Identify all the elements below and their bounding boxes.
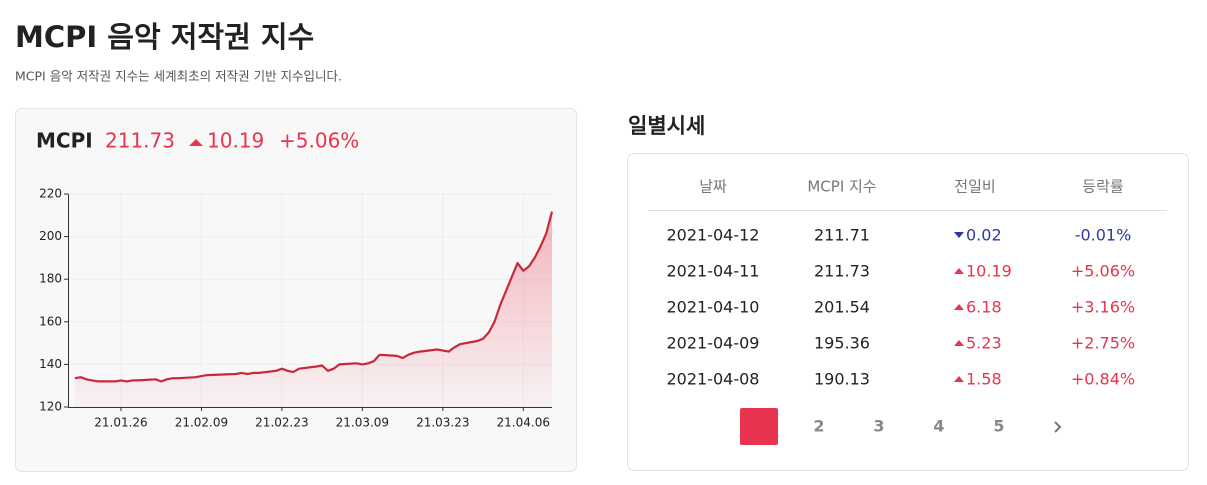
daily-table: 날짜 MCPI 지수 전일비 등락률 2021-04-12 211.71 0.02 -0.01… xyxy=(667,178,1136,436)
column-header: MCPI 지수 xyxy=(807,178,876,196)
down-arrow xyxy=(954,232,964,238)
table-cell: 2021-04-12 xyxy=(667,226,760,245)
line-area xyxy=(75,211,552,407)
table-cell: 211.71 xyxy=(814,226,870,245)
x-tick-label: 21.02.09 xyxy=(175,416,228,430)
y-tick-label: 120 xyxy=(39,400,62,414)
table-cell: 2021-04-08 xyxy=(667,370,760,389)
table-cell: 1.58 xyxy=(966,370,1002,389)
up-arrow xyxy=(954,268,964,274)
table-cell: 211.73 xyxy=(814,262,870,281)
table-cell: +0.84% xyxy=(1071,370,1135,389)
active-page-box xyxy=(740,408,778,445)
table-cell: 10.19 xyxy=(966,262,1012,281)
y-tick-label: 180 xyxy=(39,272,62,286)
index-value: 211.73 xyxy=(105,129,175,153)
table-cell: 5.23 xyxy=(966,334,1002,353)
up-arrow xyxy=(954,304,964,310)
column-header: 전일비 xyxy=(954,178,995,196)
line xyxy=(74,211,554,383)
table-cell: 2021-04-10 xyxy=(667,298,760,317)
y-tick-label: 220 xyxy=(39,187,62,201)
table-cell: +2.75% xyxy=(1071,334,1135,353)
page-title: MCPI 음악 저작권 지수 xyxy=(15,20,314,54)
column-header: 등락률 xyxy=(1082,178,1124,196)
index-name: MCPI xyxy=(36,129,93,153)
x-tick-label: 21.03.09 xyxy=(336,416,389,430)
table-cell: 6.18 xyxy=(966,298,1002,317)
x-tick-label: 21.01.26 xyxy=(94,416,147,430)
table-cell: -0.01% xyxy=(1075,226,1132,245)
x-tick-label: 21.04.06 xyxy=(497,416,550,430)
y-tick-label: 200 xyxy=(39,229,62,243)
table-cell: 201.54 xyxy=(814,298,870,317)
table-cell: +3.16% xyxy=(1071,298,1135,317)
up-arrow xyxy=(954,340,964,346)
table-cell: 0.02 xyxy=(966,226,1002,245)
up-arrow xyxy=(189,139,203,146)
line-chart: 120 140 160 180 200 220 21.01.26 21.02.09 21.02.… xyxy=(39,187,554,430)
x-tick-label: 21.03.23 xyxy=(416,416,469,430)
table-card xyxy=(627,153,1189,471)
index-rate: +5.06% xyxy=(279,129,359,153)
y-tick-label: 140 xyxy=(39,357,62,371)
page-number[interactable]: 5 xyxy=(993,417,1004,436)
x-tick-label: 21.02.23 xyxy=(255,416,308,430)
table-cell: +5.06% xyxy=(1071,262,1135,281)
column-header: 날짜 xyxy=(699,178,727,196)
table-cell: 195.36 xyxy=(814,334,870,353)
table-cell: 2021-04-11 xyxy=(667,262,760,281)
index-change: 10.19 xyxy=(207,129,264,153)
page-number[interactable]: 2 xyxy=(813,417,824,436)
up-arrow xyxy=(954,376,964,382)
y-tick-label: 160 xyxy=(39,314,62,328)
page-subtitle: MCPI 음악 저작권 지수는 세계최초의 저작권 기반 지수입니다. xyxy=(15,69,342,84)
page-number[interactable]: 4 xyxy=(933,417,944,436)
table-cell: 190.13 xyxy=(814,370,870,389)
section-title: 일별시세 xyxy=(628,114,705,138)
page-number[interactable]: 3 xyxy=(873,417,884,436)
table-cell: 2021-04-09 xyxy=(667,334,760,353)
next-page[interactable] xyxy=(1054,421,1062,433)
